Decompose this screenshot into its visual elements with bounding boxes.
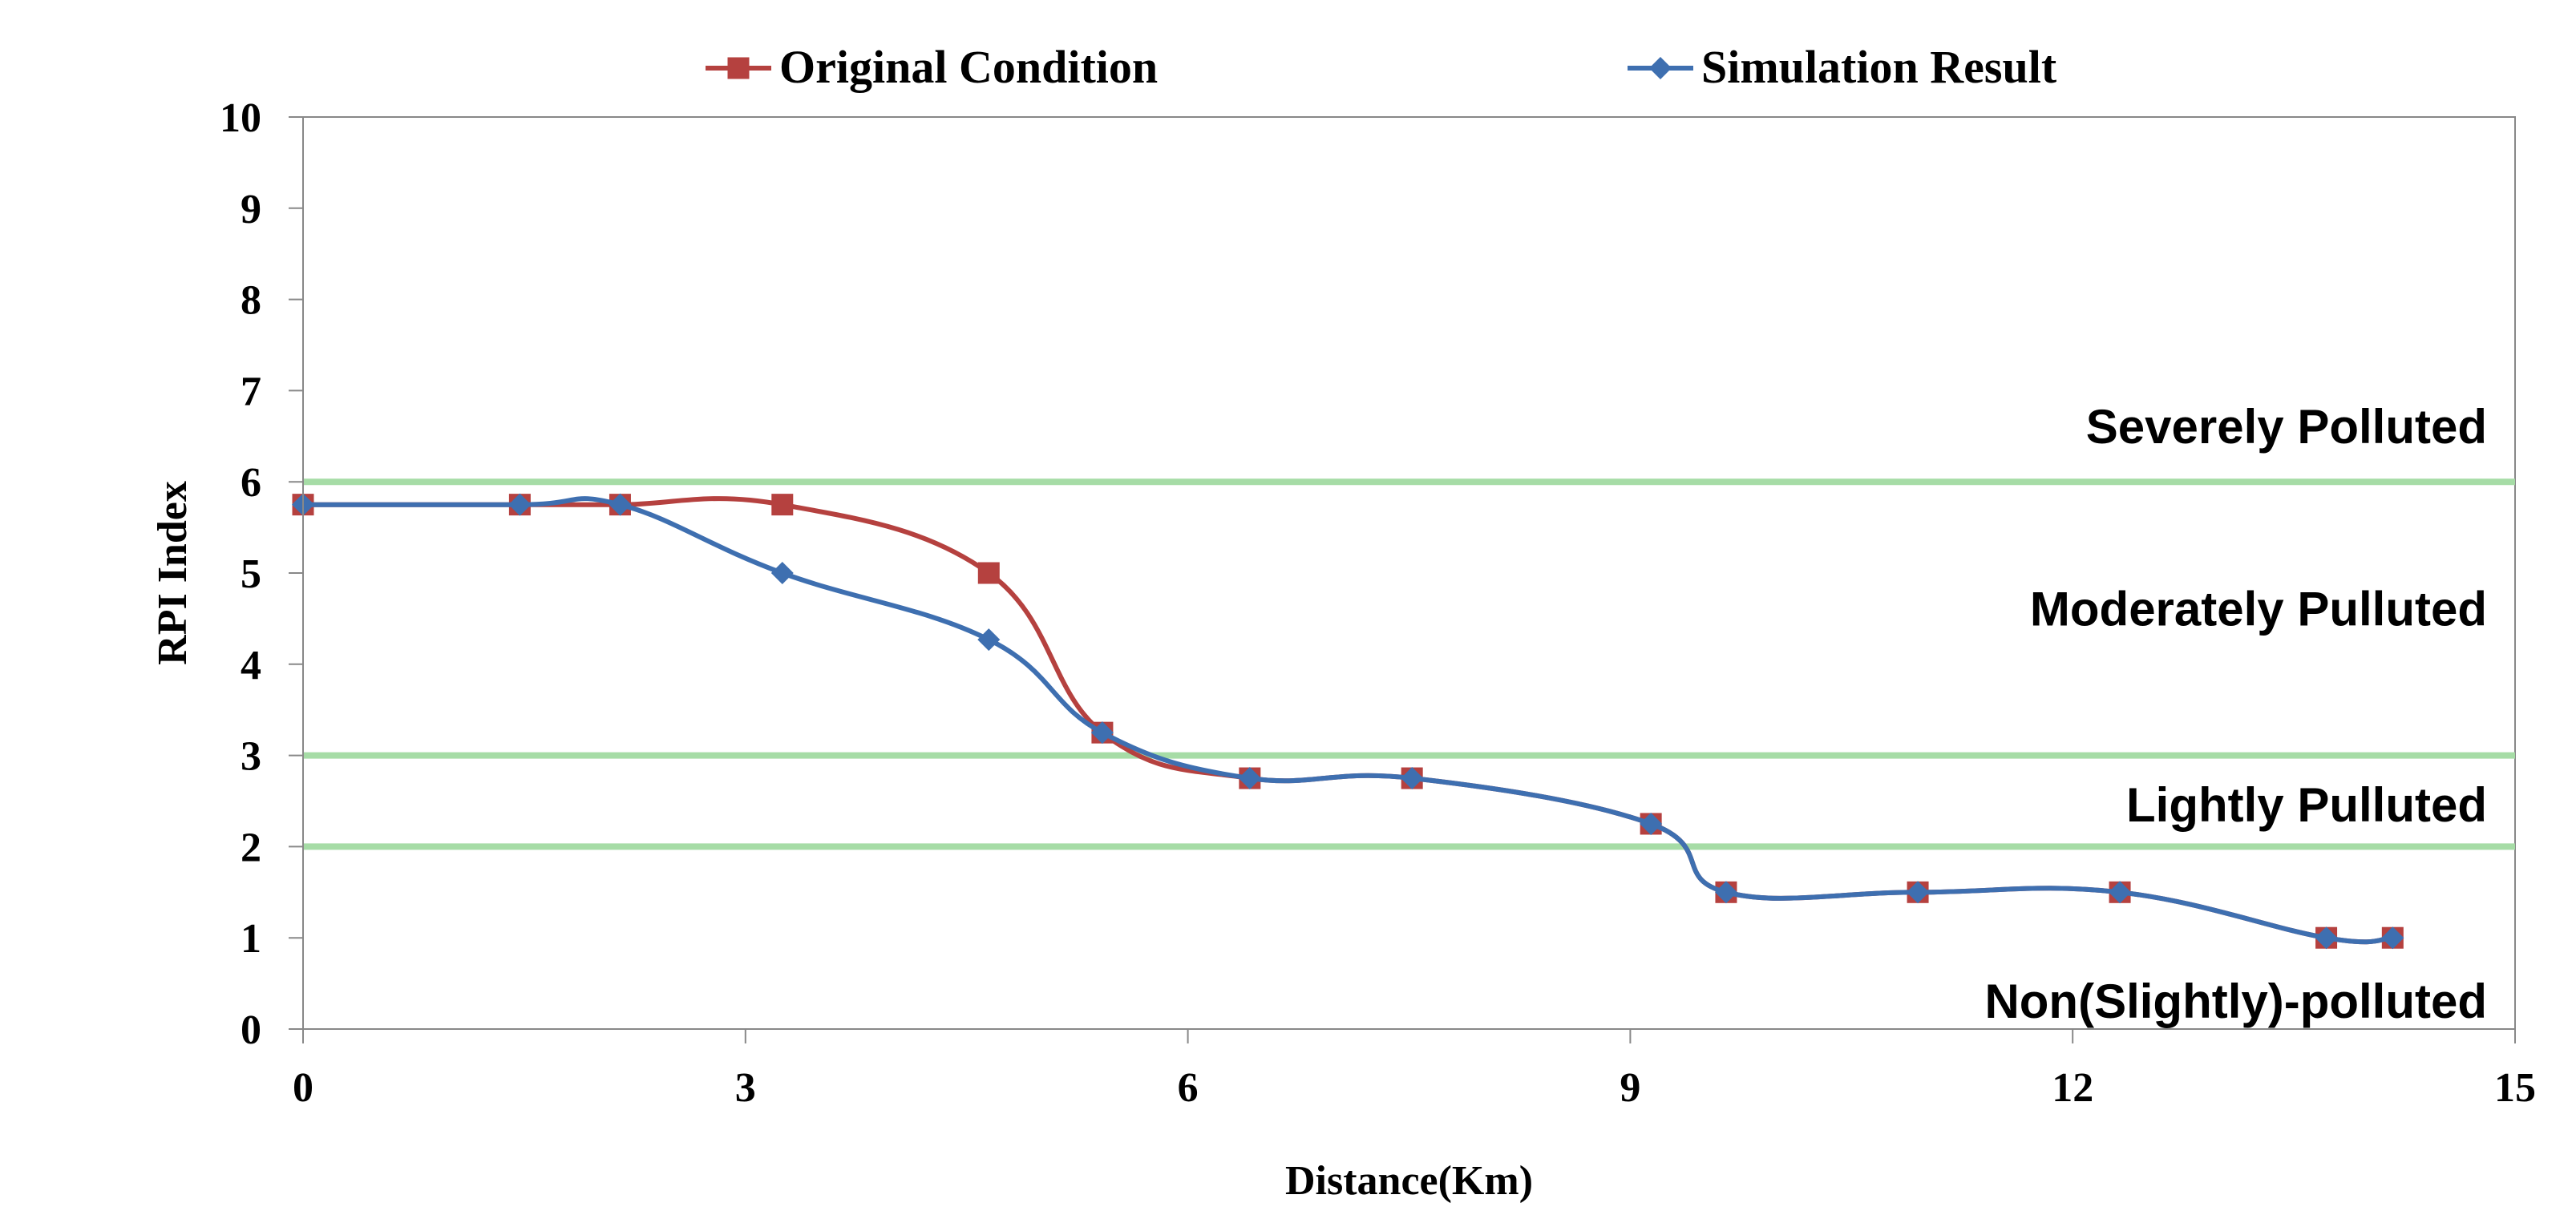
y-tick-label: 10: [220, 95, 261, 141]
y-tick-label: 1: [241, 916, 261, 962]
y-tick-label: 5: [241, 551, 261, 597]
series-simulation-result: [292, 493, 2404, 950]
data-point: [771, 494, 794, 516]
y-tick-label: 4: [241, 643, 261, 688]
data-point: [1907, 881, 1930, 904]
legend-marker: [1649, 57, 1672, 79]
data-point: [977, 628, 1001, 652]
legend: Original Condition Simulation Result: [706, 41, 2057, 93]
zone-label: Lightly Pulluted: [2126, 778, 2487, 832]
data-point: [1640, 812, 1663, 835]
data-point: [2381, 926, 2404, 950]
zone-annotations: Severely Polluted Moderately Pulluted Ligh…: [1984, 400, 2487, 1028]
legend-label: Original Condition: [779, 41, 1158, 93]
data-point: [977, 562, 1000, 584]
data-point: [508, 493, 532, 516]
zone-label: Non(Slightly)-polluted: [1984, 975, 2487, 1028]
y-tick-label: 0: [241, 1007, 261, 1053]
data-point: [1714, 881, 1737, 904]
zone-label: Severely Polluted: [2086, 400, 2487, 454]
data-point: [1238, 767, 1261, 790]
plot-area: [302, 116, 2516, 1030]
y-tick-label: 9: [241, 187, 261, 232]
data-point: [2109, 881, 2132, 904]
legend-marker: [727, 57, 750, 79]
y-tick-label: 6: [241, 460, 261, 506]
data-point: [1401, 767, 1424, 790]
x-tick-label: 0: [293, 1065, 313, 1111]
legend-item: Original Condition: [706, 41, 1158, 93]
series-layer: [292, 493, 2404, 950]
data-point: [609, 493, 632, 516]
series-line: [303, 496, 2393, 945]
legend-label: Simulation Result: [1701, 41, 2057, 93]
data-point: [1090, 721, 1114, 745]
data-point: [2315, 926, 2338, 950]
y-tick-label: 2: [241, 825, 261, 870]
x-tick-label: 15: [2494, 1065, 2536, 1111]
y-tick-label: 8: [241, 278, 261, 324]
series-line: [303, 496, 2393, 945]
y-tick-label: 3: [241, 734, 261, 780]
data-point: [770, 562, 794, 584]
series-original-condition: [292, 494, 2404, 949]
x-tick-label: 9: [1620, 1065, 1640, 1111]
threshold-lines: [303, 478, 2515, 850]
x-tick-label: 12: [2052, 1065, 2093, 1111]
plot-border: [302, 116, 2516, 1030]
y-axis-label: RPI Index: [150, 481, 196, 665]
x-tick-label: 3: [735, 1065, 756, 1111]
zone-label: Moderately Pulluted: [2030, 583, 2487, 636]
y-tick-label: 7: [241, 369, 261, 414]
x-tick-label: 6: [1178, 1065, 1199, 1111]
x-axis-label: Distance(Km): [1285, 1158, 1533, 1204]
legend-item: Simulation Result: [1628, 41, 2057, 93]
